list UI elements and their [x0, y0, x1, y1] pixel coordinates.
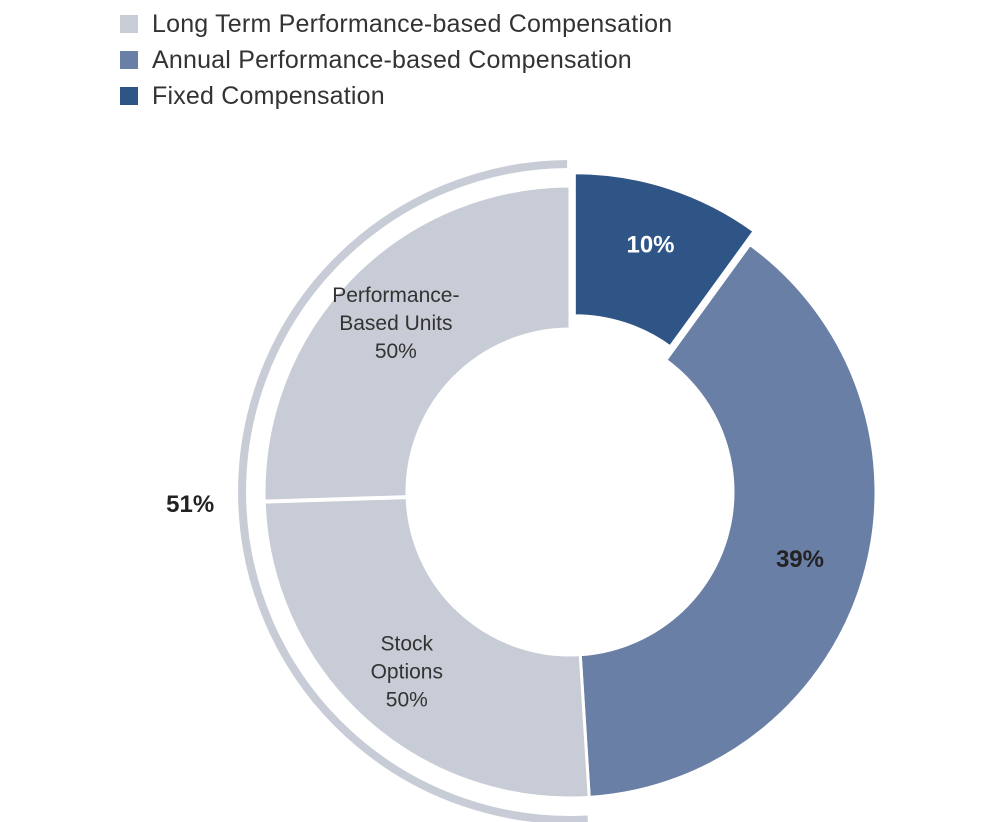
legend-item-long-term: Long Term Performance-based Compensation — [120, 6, 672, 42]
slice-label-annual-performance-based-compensation: 39% — [776, 546, 824, 573]
legend-item-fixed: Fixed Compensation — [120, 78, 672, 114]
legend-item-annual: Annual Performance-based Compensation — [120, 42, 672, 78]
legend-swatch-fixed — [120, 87, 138, 105]
pie-slice-long-term-performance-based-compensation — [262, 184, 591, 800]
sub-slice-label: Options — [371, 660, 443, 683]
legend-swatch-long-term — [120, 15, 138, 33]
sub-slice-label: Performance- — [332, 284, 459, 307]
sub-slice-label: 50% — [375, 340, 417, 363]
sub-slice-divider — [264, 495, 408, 504]
sub-slice-label: 50% — [386, 688, 428, 711]
pie-slice-fixed-compensation — [572, 171, 757, 349]
sub-slice-label: Based Units — [339, 312, 452, 335]
sub-slice-label: Stock — [381, 632, 434, 655]
pie-slice-annual-performance-based-compensation — [578, 242, 878, 799]
legend-label-long-term: Long Term Performance-based Compensation — [152, 9, 673, 38]
slice-label-long-term-performance-based-compensation: 51% — [166, 491, 214, 518]
long-term-bracket-arc — [238, 160, 588, 822]
legend-label-fixed: Fixed Compensation — [152, 81, 385, 110]
slice-label-fixed-compensation: 10% — [626, 231, 674, 258]
legend-label-annual: Annual Performance-based Compensation — [152, 45, 632, 74]
legend-swatch-annual — [120, 51, 138, 69]
chart-legend: Long Term Performance-based Compensation… — [120, 6, 672, 114]
